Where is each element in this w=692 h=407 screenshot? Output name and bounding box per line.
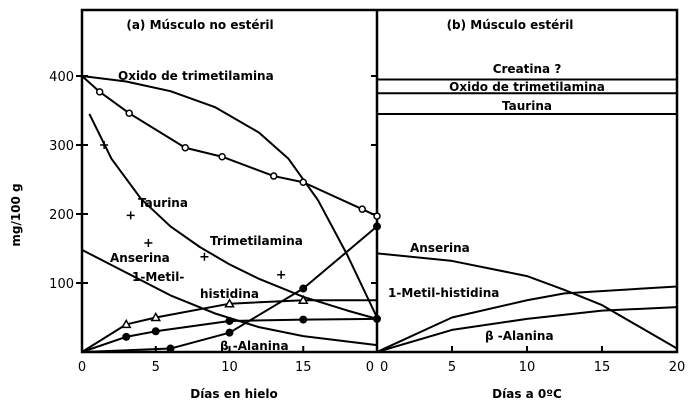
data-point-dot (225, 328, 234, 337)
data-point-dot (225, 316, 234, 325)
data-point-cross (144, 238, 153, 247)
label-a-alanina: β -Alanina (220, 339, 289, 353)
label-a-metil-1: 1-Metil- (132, 270, 184, 284)
data-point-dot (151, 327, 160, 336)
series-line (376, 285, 678, 353)
data-point-circle (299, 178, 307, 187)
series-line (81, 299, 377, 353)
series-line (81, 248, 378, 347)
data-point-triangle (224, 298, 235, 308)
y-tick-label: 400 (49, 70, 74, 85)
x-tick-label: 0 (380, 360, 388, 375)
panel-b-title: (b) Músculo estéril (447, 18, 574, 32)
data-point-circle (270, 172, 278, 180)
label-b-alanina: β -Alanina (485, 329, 554, 343)
label-b-taurina: Taurina (502, 99, 552, 113)
x-tick-label: 15 (594, 360, 611, 375)
y-axis-label: mg/100 g (9, 183, 23, 246)
data-point-circle (358, 205, 366, 213)
label-b-creatina: Creatina ? (493, 62, 562, 76)
label-b-metil: 1-Metil-histidina (388, 286, 499, 300)
series-line (376, 306, 678, 353)
x-tick-label: 15 (295, 360, 312, 375)
data-point-cross (277, 270, 286, 279)
x-tick-label: 20 (669, 360, 686, 375)
x-tick-label: 10 (519, 360, 536, 375)
data-point-circle (373, 212, 381, 220)
series-line (376, 252, 678, 350)
data-point-dot (299, 284, 308, 293)
data-point-cross (200, 252, 209, 261)
data-point-circle (95, 88, 104, 96)
y-tick-label: 200 (49, 208, 74, 223)
label-a-trimetilamina: Trimetilamina (210, 234, 303, 248)
data-point-dot (299, 315, 308, 324)
data-point-dot (122, 332, 131, 341)
label-a-oxido: Oxido de trimetilamina (118, 69, 274, 83)
data-point-circle (218, 152, 226, 161)
series-line (88, 113, 378, 320)
data-point-triangle (150, 311, 162, 322)
data-point-dot (166, 344, 175, 353)
series-line (81, 317, 378, 353)
x-tick-label: 0 (78, 360, 86, 375)
data-point-dot (373, 314, 381, 323)
label-b-anserina: Anserina (410, 241, 470, 255)
data-point-triangle (297, 294, 309, 304)
x-tick-label: 5 (448, 360, 456, 375)
data-point-cross (100, 141, 109, 149)
data-point-dot (373, 222, 381, 231)
y-tick-label: 100 (49, 277, 74, 292)
x-tick-label: 5 (152, 360, 160, 375)
data-point-triangle (120, 318, 132, 329)
plot-frame (80, 8, 679, 354)
series-line (81, 75, 378, 318)
label-a-taurina: Taurina (138, 196, 188, 210)
x-axis-label-b: Días a 0ºC (492, 387, 562, 401)
panel-a-title: (a) Músculo no estéril (126, 18, 273, 32)
data-point-circle (125, 109, 133, 118)
label-a-anserina: Anserina (110, 251, 170, 265)
x-tick-label: 10 (221, 360, 238, 375)
data-point-cross (126, 211, 135, 220)
label-b-oxido: Oxido de trimetilamina (449, 80, 605, 94)
y-tick-label: 300 (49, 139, 74, 154)
x-axis-label-a: Días en hielo (190, 387, 278, 401)
x-tick-label: 0 (366, 360, 374, 375)
data-point-circle (181, 144, 189, 152)
series-line (81, 75, 378, 217)
label-a-metil-2: histidina (200, 287, 259, 301)
